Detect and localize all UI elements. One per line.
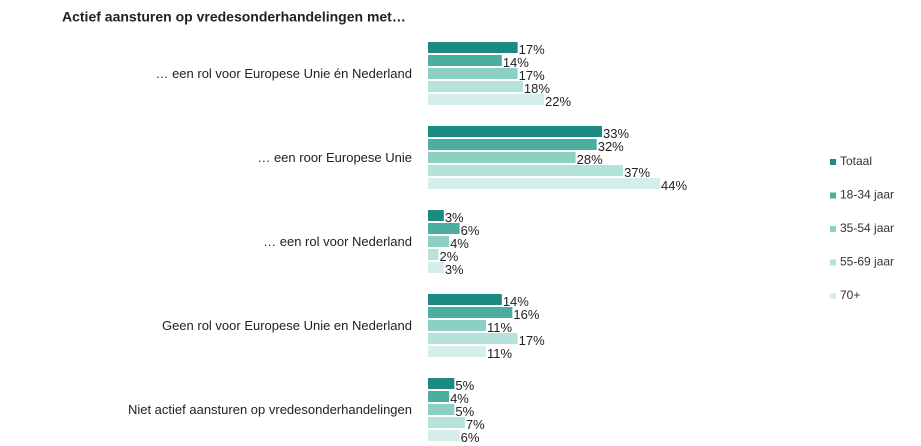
legend-label: 70+ xyxy=(840,288,860,302)
bar xyxy=(428,249,439,260)
value-label: 14% xyxy=(503,294,529,309)
bar xyxy=(428,346,486,357)
value-label: 5% xyxy=(455,404,474,419)
value-label: 4% xyxy=(450,236,469,251)
bar xyxy=(428,333,518,344)
value-label: 32% xyxy=(598,139,624,154)
bar xyxy=(428,417,465,428)
value-label: 44% xyxy=(661,178,687,193)
bar xyxy=(428,210,444,221)
value-label: 22% xyxy=(545,94,571,109)
value-label: 17% xyxy=(519,42,545,57)
legend-swatch xyxy=(830,192,836,199)
bar xyxy=(428,126,602,137)
chart-title: Actief aansturen op vredesonderhandeling… xyxy=(62,9,406,25)
value-label: 3% xyxy=(445,210,464,225)
bar xyxy=(428,378,455,389)
value-label: 11% xyxy=(487,346,512,361)
category-label: Geen rol voor Europese Unie en Nederland xyxy=(162,318,412,333)
value-label: 7% xyxy=(466,417,485,432)
bar xyxy=(428,391,450,402)
bar xyxy=(428,165,624,176)
value-label: 33% xyxy=(603,126,629,141)
bar xyxy=(428,178,660,189)
bar xyxy=(428,152,576,163)
legend-label: 35-54 jaar xyxy=(840,221,894,235)
legend-label: 18-34 jaar xyxy=(840,188,894,202)
value-label: 16% xyxy=(513,307,539,322)
value-label: 2% xyxy=(440,249,459,264)
bar xyxy=(428,94,544,105)
value-label: 5% xyxy=(455,378,474,393)
legend-swatch xyxy=(830,259,836,266)
value-label: 6% xyxy=(461,430,480,445)
value-label: 3% xyxy=(445,262,464,277)
bar xyxy=(428,223,460,234)
bar xyxy=(428,430,460,441)
legend-swatch xyxy=(830,226,836,232)
bar xyxy=(428,320,486,331)
bar xyxy=(428,55,502,66)
legend-label: 55-69 jaar xyxy=(840,255,894,269)
category-label: … een rol voor Europese Unie én Nederlan… xyxy=(155,66,412,81)
value-label: 17% xyxy=(519,333,545,348)
value-label: 4% xyxy=(450,391,469,406)
bar xyxy=(428,307,513,318)
legend-swatch xyxy=(830,159,836,165)
bar xyxy=(428,139,597,150)
category-label: … een rol voor Nederland xyxy=(263,234,412,249)
bar xyxy=(428,42,518,53)
value-label: 28% xyxy=(577,152,603,167)
bar xyxy=(428,68,518,79)
legend-swatch xyxy=(830,293,836,299)
category-label: … een roor Europese Unie xyxy=(257,150,412,165)
bar xyxy=(428,262,444,273)
bar xyxy=(428,81,523,92)
value-label: 6% xyxy=(461,223,480,238)
value-label: 37% xyxy=(624,165,650,180)
value-label: 17% xyxy=(519,68,545,83)
value-label: 18% xyxy=(524,81,550,96)
legend-label: Totaal xyxy=(840,154,872,168)
bar xyxy=(428,404,455,415)
bar xyxy=(428,294,502,305)
bar xyxy=(428,236,450,247)
category-label: Niet actief aansturen op vredesonderhand… xyxy=(128,402,412,417)
value-label: 14% xyxy=(503,55,529,70)
value-label: 11% xyxy=(487,320,512,335)
